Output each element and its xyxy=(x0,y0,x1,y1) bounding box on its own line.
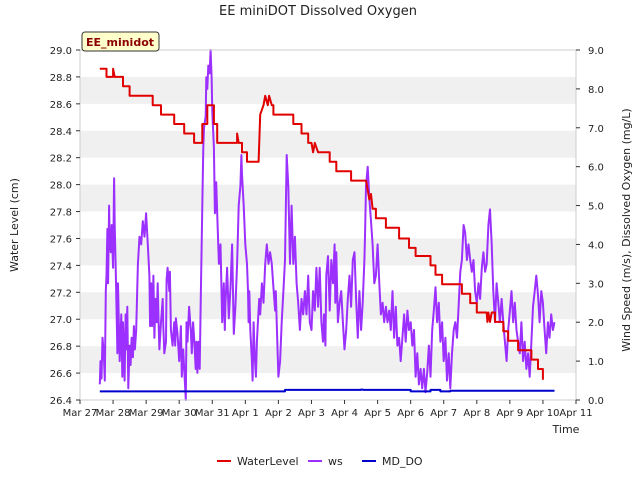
y-right-tick-label: 2.0 xyxy=(588,318,604,329)
y-left-tick-label: 26.4 xyxy=(50,396,72,407)
x-tick-label: Apr 1 xyxy=(232,408,259,419)
y-left-tick-label: 28.4 xyxy=(50,127,72,138)
series-line-waterlevel xyxy=(99,67,544,380)
y-left-tick-label: 28.8 xyxy=(50,73,72,84)
x-tick-label: Mar 31 xyxy=(195,408,230,419)
y-right-tick-label: 6.0 xyxy=(588,163,604,174)
x-tick-label: Apr 9 xyxy=(496,408,523,419)
y-right-tick-label: 1.0 xyxy=(588,357,604,368)
x-tick-label: Mar 29 xyxy=(129,408,164,419)
x-tick-label: Apr 2 xyxy=(265,408,292,419)
x-tick-label: Apr 6 xyxy=(397,408,424,419)
y-right-tick-label: 9.0 xyxy=(588,46,604,57)
y-right-tick-label: 7.0 xyxy=(588,124,604,135)
legend-label: WaterLevel xyxy=(237,455,299,468)
y-axis-right-label: Wind Speed (m/s), Dissolved Oxygen (mg/L… xyxy=(620,108,633,351)
y-left-tick-label: 26.6 xyxy=(50,369,72,380)
y-left-tick-label: 29.0 xyxy=(50,46,72,57)
y-left-tick-label: 27.8 xyxy=(50,208,72,219)
y-right-tick-label: 5.0 xyxy=(588,202,604,213)
x-axis-label: Time xyxy=(552,423,580,436)
x-tick-label: Apr 4 xyxy=(331,408,358,419)
x-tick-label: Mar 30 xyxy=(162,408,197,419)
plot-series xyxy=(98,49,556,401)
y-left-tick-label: 27.6 xyxy=(50,234,72,245)
plot-band xyxy=(80,130,576,158)
y-left-tick-label: 27.0 xyxy=(50,315,72,326)
y-axis-left-label: Water Level (cm) xyxy=(8,178,21,272)
y-left-tick-label: 28.6 xyxy=(50,100,72,111)
y-left-tick-label: 27.2 xyxy=(50,288,72,299)
plot-frame xyxy=(79,49,577,401)
x-tick-label: Apr 8 xyxy=(463,408,490,419)
x-tick-label: Mar 28 xyxy=(96,408,131,419)
x-tick-label: Apr 11 xyxy=(559,408,592,419)
site-badge-label: EE_minidot xyxy=(86,36,154,49)
x-tick-label: Apr 7 xyxy=(430,408,457,419)
y-right-tick-label: 0.0 xyxy=(588,396,604,407)
y-right-tick-label: 3.0 xyxy=(588,279,604,290)
y-axis-right: 0.0 1.0 2.0 3.0 4.0 5.0 6.0 7.0 8.0 9.0 xyxy=(576,46,604,407)
series-line-md-do xyxy=(99,388,555,393)
series-line-ws xyxy=(98,49,556,401)
chart-title: EE miniDOT Dissolved Oxygen xyxy=(219,4,417,19)
site-badge: EE_minidot xyxy=(81,31,160,52)
x-tick-label: Mar 27 xyxy=(63,408,98,419)
legend-label: MD_DO xyxy=(382,455,423,468)
x-tick-label: Apr 10 xyxy=(526,408,559,419)
y-right-tick-label: 4.0 xyxy=(588,240,604,251)
plot-band xyxy=(80,184,576,212)
y-left-tick-label: 28.0 xyxy=(50,181,72,192)
y-left-tick-label: 28.2 xyxy=(50,154,72,165)
plot-background xyxy=(80,50,576,400)
y-left-tick-label: 27.4 xyxy=(50,261,72,272)
legend: WaterLevel ws MD_DO xyxy=(217,455,423,468)
y-right-tick-label: 8.0 xyxy=(588,85,604,96)
y-left-tick-label: 26.8 xyxy=(50,342,72,353)
plot-band xyxy=(80,346,576,374)
plot-band xyxy=(80,76,576,104)
x-tick-label: Apr 5 xyxy=(364,408,391,419)
legend-label: ws xyxy=(328,455,343,468)
y-axis-left: 26.4 26.6 26.8 27.0 27.2 27.4 27.6 27.8 28.0 28.2… xyxy=(50,46,80,407)
plot-bands xyxy=(80,50,576,400)
x-tick-label: Apr 3 xyxy=(298,408,325,419)
